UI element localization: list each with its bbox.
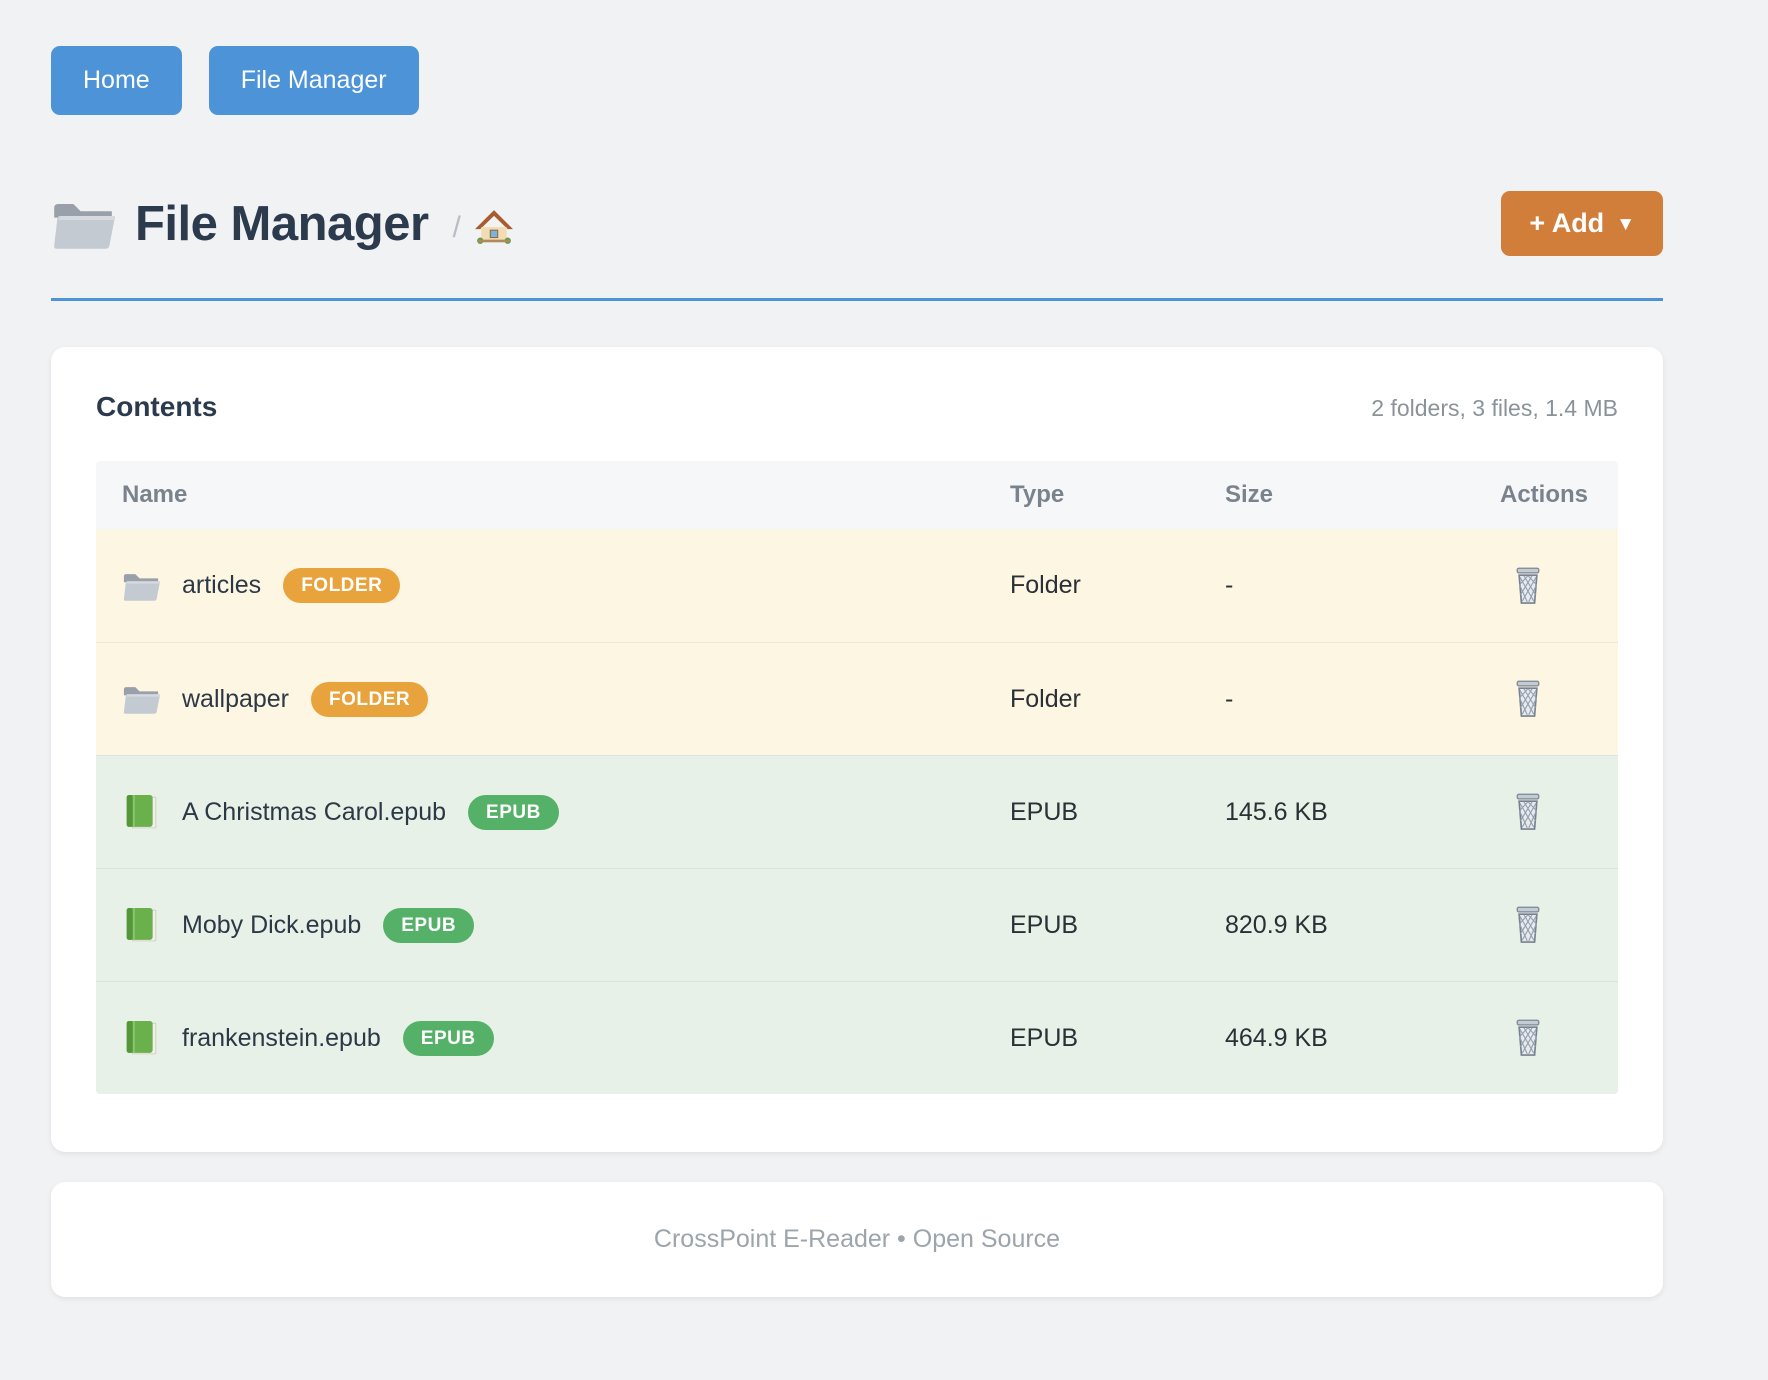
delete-button[interactable]: [1506, 563, 1550, 609]
delete-button[interactable]: [1506, 902, 1550, 948]
title-wrap: File Manager /: [51, 196, 1501, 252]
name-cell: frankenstein.epub EPUB: [96, 1020, 984, 1056]
contents-title: Contents: [96, 391, 218, 422]
actions-cell: [1474, 1015, 1618, 1061]
contents-summary: 2 folders, 3 files, 1.4 MB: [1371, 395, 1618, 421]
file-manager-button[interactable]: File Manager: [208, 46, 419, 115]
size-cell: -: [1225, 571, 1234, 599]
header-divider: [51, 298, 1663, 301]
add-button[interactable]: + Add ▼: [1501, 191, 1663, 256]
footer-card: CrossPoint E-Reader • Open Source: [51, 1182, 1663, 1297]
book-icon: [122, 794, 160, 830]
contents-card: Contents 2 folders, 3 files, 1.4 MB Name…: [51, 347, 1663, 1152]
file-name[interactable]: A Christmas Carol.epub: [182, 797, 447, 826]
home-icon: [474, 209, 513, 248]
column-header-name: Name: [122, 481, 188, 508]
table-row: frankenstein.epub EPUB EPUB 464.9 KB: [96, 981, 1618, 1094]
type-cell: Folder: [1010, 684, 1081, 713]
folder-icon: [51, 196, 115, 252]
type-cell: EPUB: [1010, 910, 1079, 939]
type-badge: EPUB: [402, 1020, 494, 1056]
breadcrumb-home-link[interactable]: [474, 209, 513, 248]
folder-icon: [122, 681, 160, 717]
table-body: articles FOLDER Folder - wallpaper FOLDE…: [96, 529, 1618, 1094]
file-name[interactable]: articles: [182, 571, 262, 599]
page-header: File Manager / + Add ▼: [51, 191, 1663, 256]
table-row: Moby Dick.epub EPUB EPUB 820.9 KB: [96, 868, 1618, 981]
column-header-actions: Actions: [1500, 481, 1589, 508]
type-badge: EPUB: [468, 794, 559, 830]
name-cell: A Christmas Carol.epub EPUB: [96, 794, 984, 830]
delete-button[interactable]: [1506, 789, 1550, 835]
table-row: articles FOLDER Folder -: [96, 529, 1618, 642]
footer-text: CrossPoint E-Reader • Open Source: [653, 1225, 1061, 1253]
actions-cell: [1474, 789, 1618, 835]
trash-icon: [1510, 1019, 1546, 1060]
type-cell: EPUB: [1010, 1023, 1079, 1052]
card-head: Contents 2 folders, 3 files, 1.4 MB: [96, 391, 1618, 423]
file-table: Name Type Size Actions articles FOLDER F…: [96, 461, 1618, 1094]
actions-cell: [1474, 902, 1618, 948]
type-badge: EPUB: [383, 907, 475, 943]
table-row: wallpaper FOLDER Folder -: [96, 642, 1618, 755]
name-cell: articles FOLDER: [96, 568, 984, 604]
page-container: Home File Manager File Manager /: [51, 46, 1663, 1297]
trash-icon: [1510, 680, 1546, 721]
name-cell: wallpaper FOLDER: [96, 681, 984, 717]
actions-cell: [1474, 676, 1618, 722]
file-name[interactable]: wallpaper: [182, 684, 290, 713]
breadcrumb-separator: /: [452, 210, 461, 244]
trash-icon: [1510, 793, 1546, 834]
top-nav: Home File Manager: [51, 46, 1663, 115]
file-name[interactable]: Moby Dick.epub: [182, 910, 362, 939]
size-cell: -: [1225, 684, 1234, 713]
size-cell: 820.9 KB: [1225, 910, 1328, 939]
delete-button[interactable]: [1506, 676, 1550, 722]
page-title: File Manager: [135, 196, 429, 251]
actions-cell: [1474, 563, 1618, 609]
book-icon: [122, 1020, 160, 1056]
delete-button[interactable]: [1506, 1015, 1550, 1061]
size-cell: 464.9 KB: [1225, 1023, 1328, 1052]
column-header-size: Size: [1225, 481, 1274, 508]
add-button-label: + Add: [1529, 208, 1605, 238]
type-badge: FOLDER: [311, 681, 429, 717]
trash-icon: [1510, 567, 1546, 608]
name-cell: Moby Dick.epub EPUB: [96, 907, 984, 943]
type-cell: EPUB: [1010, 797, 1079, 826]
table-header-row: Name Type Size Actions: [96, 461, 1618, 529]
size-cell: 145.6 KB: [1225, 797, 1328, 826]
home-button[interactable]: Home: [51, 46, 182, 115]
folder-icon: [122, 568, 160, 604]
column-header-type: Type: [1010, 481, 1065, 508]
type-badge: FOLDER: [283, 568, 401, 603]
trash-icon: [1510, 906, 1546, 947]
chevron-down-icon: ▼: [1616, 213, 1635, 235]
file-name[interactable]: frankenstein.epub: [182, 1023, 381, 1052]
type-cell: Folder: [1010, 571, 1081, 599]
table-row: A Christmas Carol.epub EPUB EPUB 145.6 K…: [96, 755, 1618, 868]
book-icon: [122, 907, 160, 943]
